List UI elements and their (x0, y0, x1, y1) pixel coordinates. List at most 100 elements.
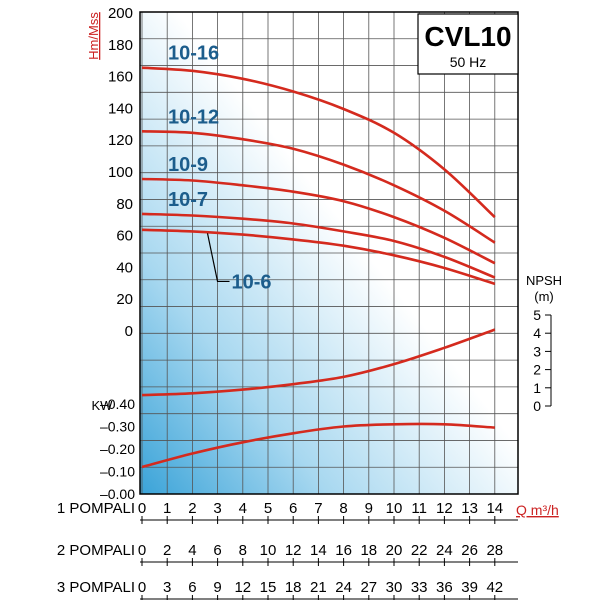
flow-tick-label: 3 (163, 579, 171, 596)
flow-tick-label: 12 (436, 500, 453, 517)
flow-tick-label: 28 (486, 542, 503, 559)
head-curve-10-16 (141, 66, 496, 219)
head-tick-label: 160 (108, 69, 133, 86)
npsh-axis-label: NPSH (526, 273, 562, 288)
power-tick-label: –0.40 (100, 396, 135, 412)
model-frequency: 50 Hz (450, 54, 487, 70)
flow-tick-label: 10 (260, 542, 277, 559)
flow-tick-label: 11 (411, 500, 427, 517)
power-curve (141, 422, 495, 469)
head-tick-label: 20 (116, 291, 133, 308)
flow-tick-label: 20 (386, 542, 403, 559)
flow-tick-label: 14 (310, 542, 327, 559)
flow-tick-label: 33 (411, 579, 428, 596)
flow-tick-label: 14 (486, 500, 503, 517)
power-axis-label: KW (92, 398, 114, 413)
head-tick-label: 180 (108, 37, 133, 54)
flow-tick-label: 4 (239, 500, 247, 517)
series-label-10-9: 10-9 (168, 154, 208, 176)
flow-tick-label: 5 (264, 500, 272, 517)
flow-tick-label: 1 (163, 500, 171, 517)
flow-tick-label: 22 (411, 542, 428, 559)
flow-tick-label: 7 (314, 500, 322, 517)
flow-tick-label: 15 (260, 579, 277, 596)
head-tick-label: 80 (116, 196, 133, 213)
flow-tick-label: 3 (213, 500, 221, 517)
head-axis-label: Hm/Mss (86, 12, 101, 60)
npsh-tick-label: 5 (533, 307, 541, 323)
performance-curves (141, 66, 496, 469)
head-tick-label: 120 (108, 132, 133, 149)
flow-tick-label: 12 (285, 542, 302, 559)
flow-tick-label: 21 (310, 579, 327, 596)
npsh-axis-unit: (m) (534, 289, 554, 304)
npsh-tick-label: 2 (533, 362, 541, 378)
head-tick-label: 40 (116, 259, 133, 276)
flow-tick-label: 6 (289, 500, 297, 517)
power-tick-label: –0.30 (100, 419, 135, 435)
head-tick-label: 100 (108, 164, 133, 181)
flow-tick-label: 12 (234, 579, 251, 596)
npsh-tick-label: 4 (533, 325, 541, 341)
flow-tick-label: 6 (188, 579, 196, 596)
plot-frame (139, 11, 519, 495)
flow-tick-label: 9 (213, 579, 221, 596)
power-tick-label: –0.10 (100, 464, 135, 480)
flow-tick-label: 30 (386, 579, 403, 596)
npsh-axis: 5 4 3 2 1 0 (533, 307, 552, 414)
head-curve-10-12 (141, 130, 496, 244)
model-box: CVL10 50 Hz (417, 13, 519, 75)
flow-tick-label: 18 (285, 579, 302, 596)
head-tick-label: 60 (116, 228, 133, 245)
npsh-curve (141, 328, 496, 397)
flow-tick-label: 0 (138, 579, 146, 596)
flow-tick-label: 9 (365, 500, 373, 517)
head-tick-label: 0 (125, 323, 133, 340)
npsh-tick-label: 0 (533, 398, 541, 414)
series-label-10-16: 10-16 (168, 43, 219, 65)
flow-tick-label: 2 (188, 500, 196, 517)
flow-tick-label: 36 (436, 579, 453, 596)
head-curve-10-9 (141, 177, 496, 265)
head-tick-label: 200 (108, 5, 133, 22)
flow-tick-label: 0 (138, 542, 146, 559)
model-title: CVL10 (424, 21, 511, 52)
flow-tick-label: 13 (461, 500, 478, 517)
flow-tick-label: 24 (335, 579, 352, 596)
flow-tick-label: 4 (188, 542, 196, 559)
head-curve-10-7 (141, 212, 496, 279)
series-label-10-6: 10-6 (232, 271, 272, 293)
chart-grid (139, 11, 519, 495)
series-label-10-12: 10-12 (168, 106, 219, 128)
flow-tick-label: 24 (436, 542, 453, 559)
flow-tick-label: 8 (239, 542, 247, 559)
npsh-tick-label: 1 (533, 380, 541, 396)
flow-tick-label: 27 (360, 579, 377, 596)
flow-row-name: 3 POMPALI (57, 579, 135, 596)
flow-tick-label: 6 (213, 542, 221, 559)
flow-row-name: 2 POMPALI (57, 542, 135, 559)
series-label-leader (206, 233, 230, 283)
head-tick-label: 140 (108, 100, 133, 117)
power-tick-label: –0.20 (100, 441, 135, 457)
series-label-10-7: 10-7 (168, 189, 208, 211)
flow-tick-label: 2 (163, 542, 171, 559)
head-curve-10-6 (141, 228, 496, 286)
flow-tick-label: 16 (335, 542, 352, 559)
flow-axis-label: Q m³/h (516, 502, 559, 518)
power-axis-ticks: –0.40 –0.30 –0.20 –0.10 –0.00 (100, 396, 135, 502)
flow-tick-label: 8 (339, 500, 347, 517)
flow-axis-rows: 1 POMPALI 0 1 2 3 4 5 6 7 8 9 10 11 12 13 142 POMPALI 0 2… (57, 500, 518, 600)
power-tick-label: –0.00 (100, 486, 135, 502)
flow-tick-label: 26 (461, 542, 478, 559)
flow-tick-label: 0 (138, 500, 146, 517)
flow-row-name: 1 POMPALI (57, 500, 135, 517)
flow-tick-label: 10 (386, 500, 403, 517)
flow-tick-label: 39 (461, 579, 478, 596)
flow-tick-label: 42 (486, 579, 503, 596)
flow-tick-label: 18 (360, 542, 377, 559)
npsh-tick-label: 3 (533, 343, 541, 359)
series-labels: 10-16 10-12 10-9 10-7 10-6 (168, 43, 272, 294)
